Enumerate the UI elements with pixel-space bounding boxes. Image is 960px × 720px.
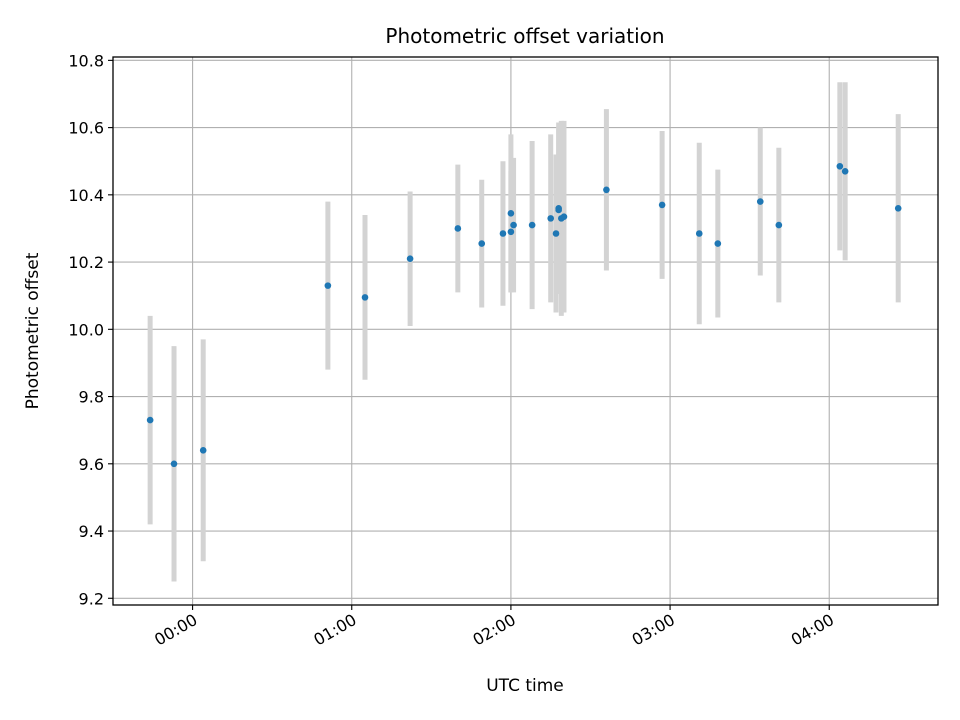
data-point (695, 230, 703, 237)
data-point (894, 204, 902, 212)
data-point (146, 416, 154, 424)
y-tick-label: 9.6 (79, 455, 104, 474)
data-point (454, 225, 462, 232)
y-tick-label: 10.6 (68, 119, 104, 138)
y-tick-label: 9.8 (79, 388, 104, 407)
data-point (714, 240, 722, 247)
data-point (507, 210, 515, 217)
data-point (775, 221, 783, 229)
data-point (199, 447, 207, 454)
y-tick-label: 10.2 (68, 253, 104, 272)
data-point (170, 460, 178, 468)
data-point (560, 213, 568, 220)
y-tick-label: 10.0 (68, 320, 104, 339)
grid (113, 57, 938, 605)
data-point (499, 230, 507, 237)
data-point (324, 282, 332, 289)
y-axis-label: Photometric offset (23, 252, 43, 409)
y-tick-label: 9.2 (79, 589, 104, 608)
chart-title: Photometric offset variation (385, 24, 664, 48)
data-point (603, 186, 610, 194)
y-tick-label: 10.4 (68, 186, 104, 205)
data-point (507, 228, 515, 236)
data-point (756, 198, 764, 205)
x-axis-label: UTC time (486, 676, 564, 696)
data-point (555, 206, 562, 214)
data-point (528, 221, 536, 229)
data-point (478, 240, 486, 247)
y-axis-ticks: 9.2 9.4 9.6 9.8 10.0 10.2 10.4 10.6 10.8 (68, 51, 113, 608)
data-point (658, 201, 666, 209)
data-point (510, 221, 517, 229)
plot-frame (112, 56, 939, 606)
data-point (361, 294, 369, 301)
data-point (836, 162, 844, 170)
data-point (552, 230, 560, 237)
data-markers (146, 162, 902, 468)
y-tick-label: 10.8 (68, 51, 104, 70)
y-tick-label: 9.4 (79, 522, 104, 541)
data-point (547, 215, 555, 222)
data-point (406, 255, 414, 263)
data-point (841, 168, 849, 175)
